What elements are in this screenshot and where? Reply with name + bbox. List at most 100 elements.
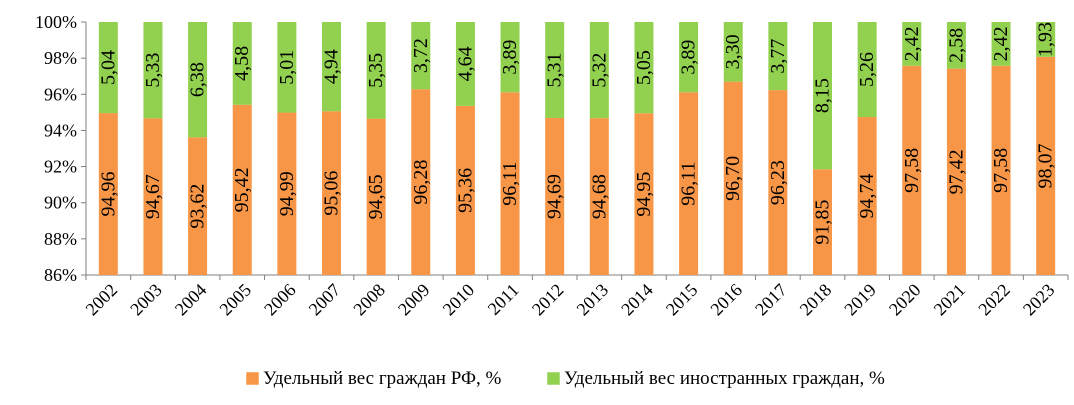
value-label-foreigners: 3,77 — [767, 39, 789, 74]
value-label-citizens: 94,96 — [97, 172, 119, 217]
bar-foreigners — [232, 22, 252, 105]
x-tick-label: 2016 — [706, 280, 746, 320]
value-label-foreigners: 2,42 — [990, 26, 1012, 61]
bar-citizens — [232, 104, 252, 275]
value-label-citizens: 94,95 — [633, 172, 655, 217]
bar-citizens — [946, 68, 966, 275]
value-labels: 94,96 5,04 94,67 5,33 93,62 6,38 95,42 4,58 94,9… — [97, 22, 1056, 245]
value-label-foreigners: 5,32 — [588, 53, 610, 88]
bars — [98, 22, 1056, 276]
bar-citizens — [634, 113, 654, 275]
y-tick-label: 90% — [44, 193, 77, 213]
bar-citizens — [455, 105, 475, 275]
bar-citizens — [723, 81, 743, 275]
value-label-citizens: 96,70 — [722, 156, 744, 201]
x-tick-label: 2003 — [126, 280, 166, 320]
value-label-citizens: 94,68 — [588, 174, 610, 219]
bar-citizens — [277, 112, 297, 275]
bar-foreigners — [634, 22, 654, 114]
value-label-foreigners: 5,05 — [633, 50, 655, 85]
x-tick-label: 2011 — [484, 280, 523, 319]
x-tick-label: 2012 — [528, 280, 568, 320]
value-label-citizens: 96,23 — [767, 160, 789, 205]
value-label-foreigners: 4,58 — [231, 46, 253, 81]
value-label-citizens: 94,69 — [544, 174, 566, 219]
bar-foreigners — [277, 22, 297, 113]
value-label-citizens: 94,67 — [142, 174, 164, 219]
value-label-citizens: 97,42 — [945, 149, 967, 194]
y-tick-label: 100% — [35, 12, 77, 32]
value-label-foreigners: 2,42 — [901, 26, 923, 61]
legend-item-citizens-label: Удельный вес граждан РФ, % — [263, 368, 501, 389]
bar-foreigners — [902, 22, 922, 66]
x-tick-label: 2009 — [394, 280, 434, 320]
x-tick-label: 2007 — [305, 280, 345, 320]
value-label-citizens: 95,42 — [231, 167, 253, 212]
x-tick-label: 2002 — [82, 280, 122, 320]
x-tick-label: 2018 — [796, 280, 836, 320]
x-tick-label: 2019 — [840, 280, 880, 320]
y-tick-label: 96% — [44, 84, 77, 104]
bar-citizens — [322, 111, 341, 275]
legend-item-foreigners-swatch — [546, 371, 561, 386]
x-tick-label: 2006 — [260, 280, 300, 320]
bar-citizens — [366, 118, 386, 275]
y-tick-label: 98% — [44, 48, 77, 68]
bar-foreigners — [589, 22, 609, 119]
value-label-foreigners: 3,30 — [722, 34, 744, 69]
x-tick-label: 2005 — [215, 280, 255, 320]
value-label-foreigners: 3,72 — [410, 38, 432, 73]
x-tick-label: 2014 — [617, 280, 657, 320]
y-tick-label: 94% — [44, 120, 77, 140]
bar-foreigners — [857, 22, 877, 118]
bar-foreigners — [813, 22, 832, 170]
bar-citizens — [679, 92, 699, 276]
bar-citizens — [768, 90, 788, 275]
value-label-foreigners: 5,33 — [142, 53, 164, 88]
bar-foreigners — [98, 22, 118, 114]
value-label-foreigners: 5,31 — [544, 52, 566, 87]
value-label-foreigners: 5,01 — [276, 50, 298, 85]
bar-citizens — [1036, 56, 1056, 276]
x-tick-label: 2015 — [662, 280, 702, 320]
y-tick-label: 88% — [44, 229, 77, 249]
bar-foreigners — [723, 22, 743, 82]
value-label-foreigners: 4,94 — [321, 49, 343, 84]
value-label-citizens: 94,99 — [276, 171, 298, 216]
bar-citizens — [545, 117, 565, 275]
y-tick-label: 92% — [44, 157, 77, 177]
bar-citizens — [813, 169, 832, 275]
value-label-foreigners: 4,64 — [454, 46, 476, 81]
value-label-citizens: 98,07 — [1035, 143, 1057, 188]
value-label-citizens: 91,85 — [812, 200, 834, 245]
bar-citizens — [411, 89, 431, 276]
value-label-foreigners: 8,15 — [812, 78, 834, 113]
y-tick-label: 86% — [44, 265, 77, 285]
bar-foreigners — [946, 22, 966, 69]
value-label-foreigners: 5,26 — [856, 52, 878, 87]
bar-foreigners — [188, 22, 208, 138]
value-label-citizens: 93,62 — [187, 184, 209, 229]
x-tick-label: 2022 — [974, 280, 1014, 320]
value-label-foreigners: 3,89 — [678, 40, 700, 75]
bar-citizens — [589, 118, 609, 275]
bar-foreigners — [322, 22, 341, 112]
legend: Удельный вес граждан РФ, % Удельный вес и… — [245, 368, 885, 389]
legend-item-foreigners-label: Удельный вес иностранных граждан, % — [564, 368, 885, 389]
x-tick-label: 2010 — [439, 280, 479, 320]
value-label-citizens: 95,06 — [321, 171, 343, 216]
bar-citizens — [98, 113, 118, 275]
value-label-foreigners: 6,38 — [187, 62, 209, 97]
x-tick-label: 2017 — [751, 280, 791, 320]
x-tick-label: 2021 — [930, 280, 970, 320]
bar-citizens — [188, 137, 208, 275]
value-label-citizens: 96,11 — [499, 162, 521, 206]
bar-foreigners — [545, 22, 565, 118]
x-tick-label: 2008 — [349, 280, 389, 320]
value-label-citizens: 96,28 — [410, 160, 432, 205]
value-label-foreigners: 3,89 — [499, 40, 521, 75]
bar-foreigners — [411, 22, 431, 90]
value-label-citizens: 94,65 — [365, 174, 387, 219]
